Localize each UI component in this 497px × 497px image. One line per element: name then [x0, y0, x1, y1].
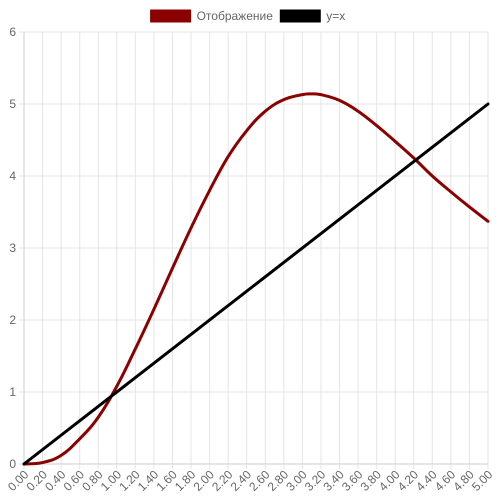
y-tick-label: 0 — [9, 457, 16, 471]
y-axis-ticks: 0 1 2 3 4 5 6 — [9, 25, 24, 471]
series-line-1 — [22, 102, 490, 466]
y-tick-label: 4 — [9, 169, 16, 183]
series-lines — [22, 92, 490, 466]
x-axis-ticks: 0.000.200.400.600.801.001.201.401.601.80… — [5, 464, 496, 494]
legend-label: Отображение — [197, 9, 274, 23]
grid — [24, 31, 489, 464]
y-tick-label: 1 — [9, 385, 16, 399]
legend-item-0[interactable]: Отображение — [150, 9, 274, 23]
y-tick-label: 2 — [9, 313, 16, 327]
y-tick-label: 5 — [9, 97, 16, 111]
legend-label: y=x — [326, 9, 345, 23]
y-tick-label: 3 — [9, 241, 16, 255]
legend-item-1[interactable]: y=x — [279, 9, 345, 23]
legend-swatch — [279, 9, 321, 23]
legend-swatch — [150, 9, 192, 23]
legend[interactable]: Отображение y=x — [150, 9, 346, 23]
y-tick-label: 6 — [9, 25, 16, 39]
x-tick-label: 5.00 — [469, 467, 496, 494]
series-line-0 — [22, 92, 490, 466]
